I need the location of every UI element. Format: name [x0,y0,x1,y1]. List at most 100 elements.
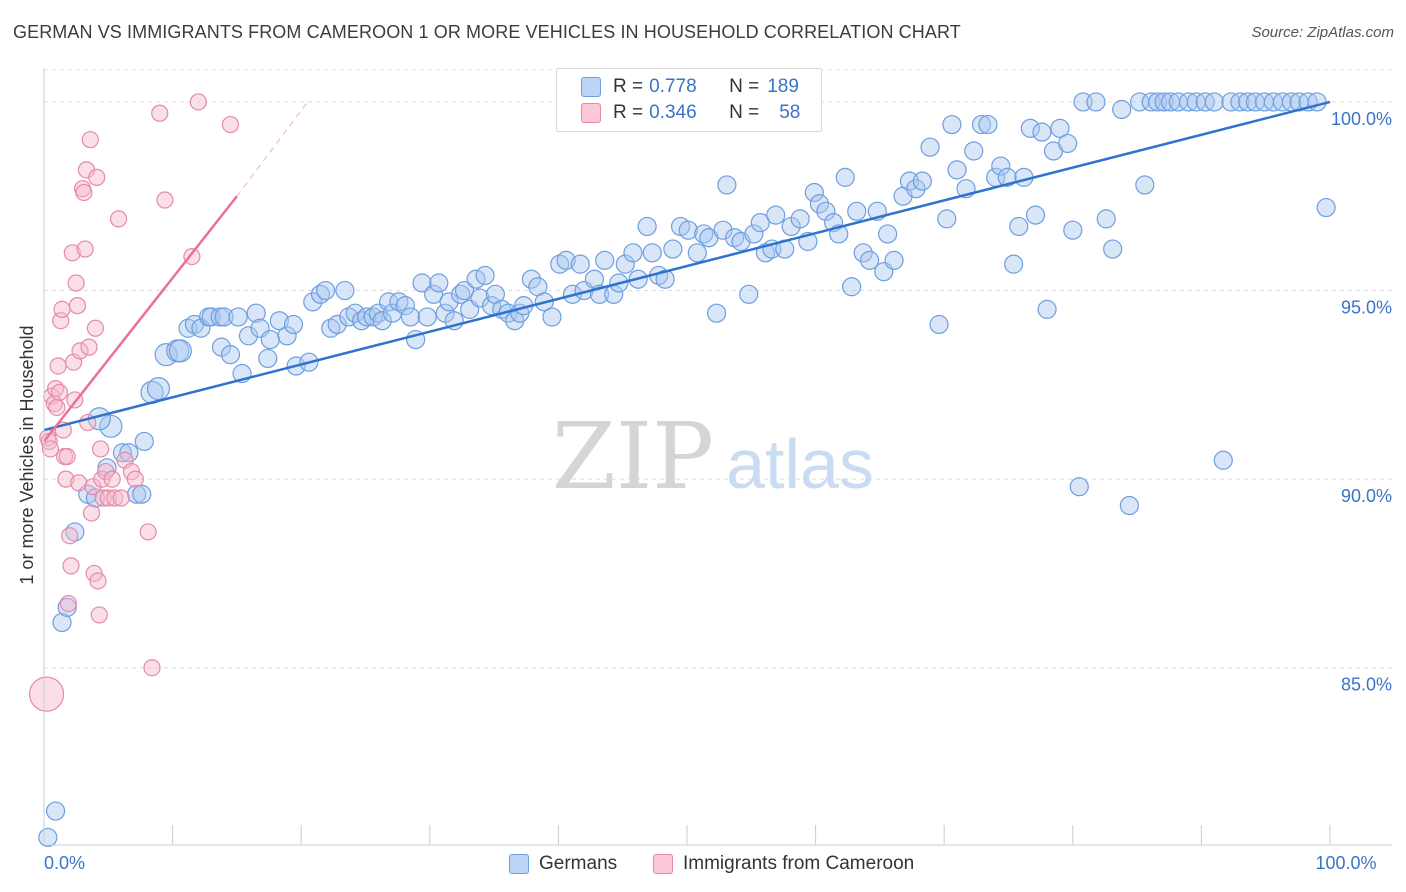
germans-point [412,273,432,293]
germans-point [920,137,940,157]
germans-point [1020,118,1040,138]
cameroon-point [126,470,144,488]
germans-point [790,209,810,229]
germans-point [429,273,449,293]
germans-point [1238,92,1258,112]
cameroon-point [109,210,128,228]
cameroon-point [112,489,130,507]
cameroon-point [48,398,66,417]
germans-point [283,314,304,335]
cameroon-point [50,383,69,401]
germans-point [238,326,259,346]
germans-point [816,201,836,221]
germans-point [655,269,675,289]
x-tick-label: 0.0% [44,853,85,873]
germans-point [246,303,266,323]
cameroon-point [221,115,240,134]
germans-point [1204,92,1224,112]
germans-point [1009,216,1029,237]
germans-point [134,431,154,452]
cameroon-point [80,338,98,356]
legend-r-label: R = [613,102,644,123]
germans-point [310,284,331,304]
germans-point [1096,209,1116,229]
germans-point [475,265,495,286]
germans-point [470,288,490,308]
germans-point [906,179,926,199]
legend-swatch-cameroon [581,103,601,123]
germans-point [372,311,392,331]
germans-point [750,213,770,233]
germans-point [1178,92,1199,112]
germans-point [277,326,297,346]
germans-point [570,254,590,274]
germans-point [439,292,459,312]
source-credit: Source: ZipAtlas.com [1251,24,1394,41]
germans-point [971,114,992,135]
cameroon-point [86,319,105,337]
cameroon-point [189,93,207,111]
germans-point [1213,450,1233,470]
germans-point [678,220,698,240]
germans-point [335,280,355,301]
germans-point [451,284,471,304]
cameroon-point [49,357,67,375]
germans-point [395,296,415,316]
cameroon-point [143,659,161,677]
bottom-legend-label-germans: Germans [539,853,618,874]
germans-point [1307,92,1327,112]
germans-point [1112,99,1132,120]
germans-point [884,250,904,270]
legend-row-cameroon: R = 0.346 N = 58 [581,100,800,126]
germans-point [400,307,421,327]
legend-swatch-germans [581,77,601,97]
cameroon-point [82,504,101,522]
cameroon-point [90,606,108,624]
germans-point [809,194,830,214]
germans-point [1230,92,1250,112]
germans-point [991,156,1011,176]
germans-point [220,345,241,365]
germans-point [1154,92,1174,112]
germans-point [860,250,880,270]
germans-point [964,141,984,161]
germans-point [706,303,727,323]
legend-row-germans: R = 0.778 N = 189 [581,74,799,100]
bottom-legend-cameroon: Immigrants from Cameroon [653,852,914,876]
cameroon-point [71,342,89,360]
germans-point [132,484,152,504]
germans-point [521,269,541,289]
germans-point [637,216,657,237]
cameroon-point [68,297,87,315]
legend-r-value: 0.778 [649,76,697,97]
germans-trendline [43,100,1331,432]
germans-point [168,339,192,363]
cameroon-point [61,527,79,545]
germans-point [584,269,605,289]
cameroon-point [89,572,107,590]
cameroon-point [151,104,169,122]
germans-point [1037,299,1057,319]
stats-legend: R = 0.778 N = 189 R = 0.346 N = 58 [556,68,822,132]
germans-point [45,801,66,821]
germans-point [99,414,123,438]
germans-point [835,167,855,187]
germans-point [978,114,998,135]
cameroon-point [59,595,78,613]
cameroon-point [63,244,81,262]
watermark-atlas: atlas [726,425,874,503]
germans-point [1135,175,1155,195]
germans-point [258,348,278,369]
germans-point [417,307,437,327]
germans-point [1058,133,1078,154]
germans-point [260,329,280,350]
legend-r-label: R = [613,76,644,97]
cameroon-point [53,300,71,318]
cameroon-point [58,447,76,466]
cameroon-point [57,470,75,488]
bottom-legend-swatch-cameroon [653,854,673,874]
germans-point [942,114,962,135]
bottom-legend-swatch-germans [509,854,529,874]
germans-point [744,224,764,244]
trend-layer [43,100,1331,443]
